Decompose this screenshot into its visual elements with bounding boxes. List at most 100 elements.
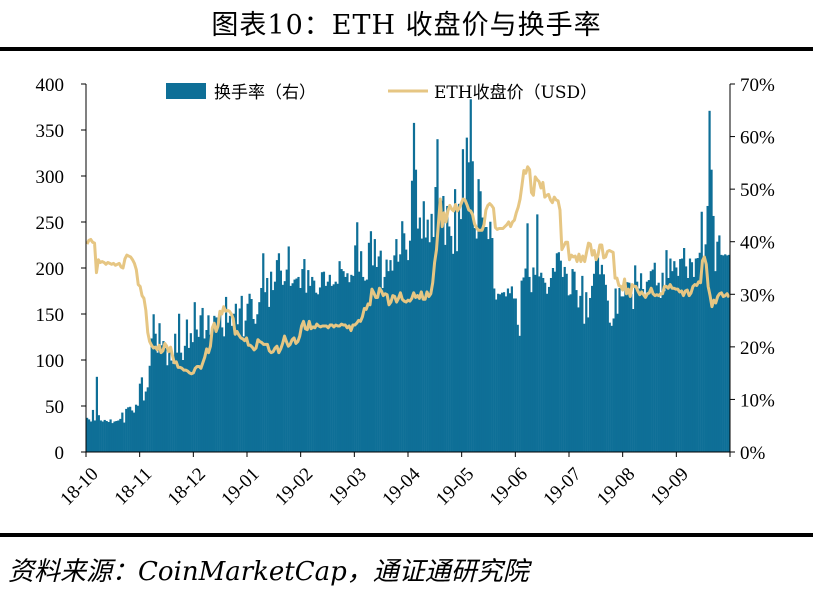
turnover-bar bbox=[93, 420, 97, 452]
turnover-bar bbox=[240, 295, 243, 452]
turnover-bar bbox=[426, 219, 429, 452]
turnover-bar bbox=[632, 309, 635, 452]
left-axis-ticks: 0 50 100 150 200 250 300 350 400 bbox=[36, 75, 86, 464]
turnover-bar bbox=[722, 255, 725, 452]
turnover-bar bbox=[651, 269, 654, 452]
turnover-bar bbox=[248, 293, 251, 452]
turnover-bar bbox=[700, 211, 703, 452]
turnover-bar bbox=[213, 315, 216, 452]
turnover-bar bbox=[179, 352, 183, 452]
turnover-bar bbox=[485, 226, 488, 452]
turnover-bar bbox=[285, 269, 288, 452]
turnover-bar bbox=[573, 271, 576, 452]
turnover-bar bbox=[197, 336, 200, 452]
turnover-bar bbox=[164, 347, 167, 452]
turnover-bar bbox=[144, 391, 147, 452]
turnover-bar bbox=[591, 285, 594, 452]
turnover-bar bbox=[602, 274, 605, 452]
turnover-bar bbox=[87, 419, 91, 452]
turnover-bar bbox=[111, 423, 114, 452]
turnover-bar bbox=[547, 286, 551, 452]
turnover-bar bbox=[250, 299, 253, 452]
turnover-bar bbox=[497, 293, 500, 452]
turnover-bar bbox=[181, 360, 185, 452]
turnover-bar bbox=[455, 251, 459, 452]
turnover-bar bbox=[309, 285, 312, 452]
turnover-bar bbox=[581, 275, 584, 452]
turnover-bar bbox=[293, 279, 296, 452]
turnover-bar bbox=[596, 257, 600, 452]
turnover-bar bbox=[710, 169, 713, 452]
turnover-bar bbox=[612, 318, 615, 452]
turnover-bar bbox=[575, 290, 578, 452]
turnover-bar bbox=[168, 349, 171, 452]
turnover-bar bbox=[138, 383, 142, 452]
turnover-bar bbox=[385, 259, 388, 452]
turnover-bar bbox=[442, 195, 445, 453]
turnover-bar bbox=[234, 303, 237, 452]
turnover-bar bbox=[675, 267, 678, 452]
turnover-bar bbox=[514, 298, 517, 452]
turnover-bar bbox=[647, 280, 650, 452]
right-tick-label: 50% bbox=[740, 180, 775, 201]
turnover-bar bbox=[688, 258, 692, 452]
turnover-bar bbox=[146, 387, 149, 452]
turnover-bar bbox=[681, 258, 684, 452]
turnover-bar bbox=[457, 203, 461, 452]
turnover-bar bbox=[620, 296, 623, 452]
turnover-bar bbox=[275, 260, 279, 452]
turnover-bar bbox=[500, 292, 504, 452]
turnover-bar bbox=[313, 280, 316, 452]
turnover-bar bbox=[268, 306, 271, 452]
turnover-bar bbox=[508, 293, 512, 452]
turnover-bar bbox=[271, 290, 275, 452]
turnover-bar bbox=[221, 327, 224, 452]
turnover-bar bbox=[724, 254, 727, 452]
turnover-bar bbox=[354, 245, 357, 452]
turnover-bar bbox=[315, 292, 318, 452]
turnover-bar bbox=[630, 293, 633, 452]
turnover-bar bbox=[499, 294, 502, 452]
turnover-bar bbox=[193, 302, 196, 452]
turnover-bar bbox=[551, 268, 555, 452]
turnover-bar bbox=[105, 420, 108, 452]
turnover-bar bbox=[367, 242, 371, 452]
turnover-bar bbox=[205, 330, 208, 452]
left-tick-label: 0 bbox=[55, 443, 65, 464]
x-tick-label: 19-09 bbox=[647, 464, 693, 510]
right-tick-label: 60% bbox=[740, 128, 775, 149]
turnover-bar bbox=[334, 281, 337, 452]
turnover-bar bbox=[99, 420, 102, 452]
turnover-bar bbox=[322, 271, 326, 452]
turnover-bar bbox=[608, 322, 611, 452]
turnover-bar bbox=[199, 315, 202, 452]
turnover-bar bbox=[643, 294, 647, 452]
turnover-bar bbox=[634, 265, 637, 452]
turnover-bar bbox=[150, 338, 153, 452]
turnover-bar bbox=[289, 285, 292, 452]
x-tick-label: 19-08 bbox=[593, 464, 639, 510]
turnover-bar bbox=[356, 222, 359, 452]
left-tick-label: 50 bbox=[45, 397, 64, 418]
turnover-bar bbox=[326, 281, 329, 452]
turnover-bar bbox=[712, 215, 715, 452]
turnover-bar bbox=[172, 363, 175, 452]
turnover-bar bbox=[189, 333, 192, 452]
turnover-bar bbox=[657, 282, 660, 452]
turnover-bar bbox=[350, 274, 353, 452]
turnover-bar bbox=[493, 288, 496, 452]
turnover-bar bbox=[708, 110, 711, 452]
x-tick-label: 19-02 bbox=[271, 464, 317, 510]
turnover-bar bbox=[465, 137, 468, 452]
turnover-bar bbox=[119, 418, 122, 452]
turnover-bar bbox=[162, 341, 165, 452]
turnover-bar bbox=[183, 345, 187, 452]
turnover-bar bbox=[101, 421, 104, 452]
turnover-bar bbox=[342, 271, 345, 452]
turnover-bar bbox=[669, 258, 672, 452]
turnover-bar bbox=[536, 214, 539, 452]
turnover-bar bbox=[645, 281, 649, 452]
turnover-bar bbox=[136, 405, 140, 452]
turnover-bar bbox=[555, 253, 558, 452]
left-tick-label: 350 bbox=[36, 121, 65, 142]
